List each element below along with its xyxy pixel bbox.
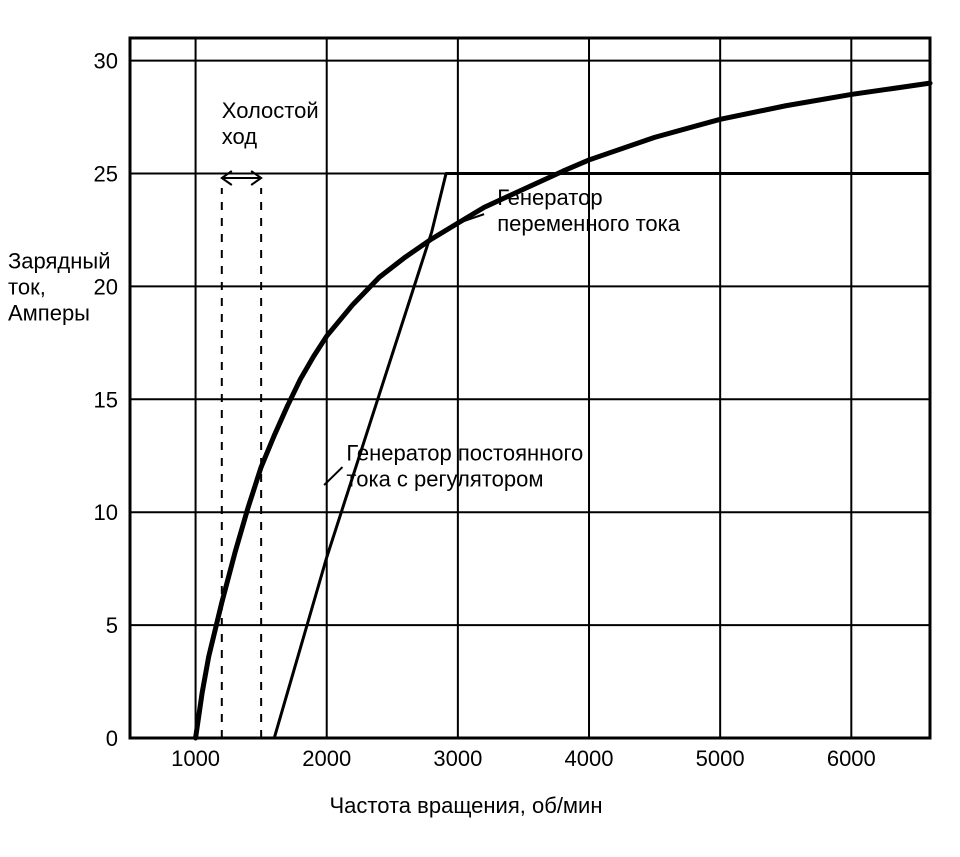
- x-tick-label: 5000: [696, 746, 745, 771]
- series-label-dc-generator: тока с регулятором: [346, 466, 543, 491]
- y-tick-label: 25: [94, 161, 118, 186]
- x-tick-label: 4000: [565, 746, 614, 771]
- x-tick-label: 2000: [302, 746, 351, 771]
- y-tick-label: 10: [94, 500, 118, 525]
- y-tick-label: 20: [94, 274, 118, 299]
- y-tick-label: 5: [106, 613, 118, 638]
- series-label-alternator: переменного тока: [497, 211, 681, 236]
- y-tick-label: 15: [94, 387, 118, 412]
- x-tick-label: 1000: [171, 746, 220, 771]
- y-tick-label: 0: [106, 726, 118, 751]
- chart-container: Холостойход Генераторпеременного тока Гене…: [0, 0, 960, 857]
- y-tick-label: 30: [94, 49, 118, 74]
- chart-svg: Холостойход Генераторпеременного тока Гене…: [0, 0, 960, 857]
- x-tick-label: 6000: [827, 746, 876, 771]
- y-axis-title: Зарядный: [8, 248, 111, 273]
- x-tick-label: 3000: [433, 746, 482, 771]
- series-label-alternator: Генератор: [497, 185, 602, 210]
- x-axis-title: Частота вращения, об/мин: [330, 793, 603, 818]
- y-axis-title: Амперы: [8, 300, 90, 325]
- series-label-dc-generator: Генератор постоянного: [346, 440, 583, 465]
- idle-range-label: ход: [222, 124, 258, 149]
- y-axis-title: ток,: [8, 274, 46, 299]
- idle-range-label: Холостой: [222, 98, 319, 123]
